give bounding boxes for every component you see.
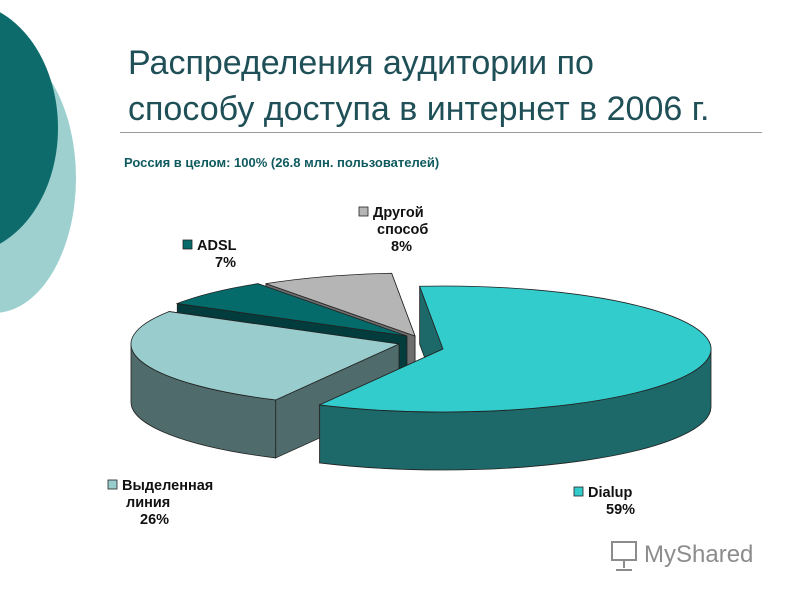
- watermark-text: MyShared: [644, 541, 753, 568]
- presentation-icon: [611, 541, 637, 571]
- slice-name: Dialup: [588, 485, 632, 501]
- pie-slice-2: [175, 283, 408, 337]
- slice-name: Другой: [373, 205, 424, 221]
- slice-percent: 26%: [140, 512, 169, 528]
- legend-key: [182, 239, 193, 250]
- pie-tops: [130, 272, 712, 413]
- slice-percent: 59%: [606, 502, 635, 518]
- title-line-1: Распределения аудитории по: [128, 44, 594, 82]
- decorative-circles: [0, 12, 76, 313]
- slice-percent: 7%: [215, 255, 236, 271]
- legend-key: [573, 486, 584, 497]
- slice-name: линия: [126, 495, 170, 511]
- chart-subtitle: Россия в целом: 100% (26.8 млн. пользова…: [124, 155, 440, 170]
- dark-circle: [0, 12, 58, 244]
- slice-name: Выделенная: [122, 478, 213, 494]
- title-line-2: способу доступа в интернет в 2006 г.: [128, 90, 710, 128]
- slice-name: ADSL: [197, 238, 237, 254]
- pie-slice-1: [130, 311, 401, 401]
- slice-name: способ: [377, 222, 428, 238]
- legend-key: [358, 206, 369, 217]
- pie-slice-3: [265, 272, 416, 337]
- slice-percent: 8%: [391, 239, 412, 255]
- title-divider: [120, 132, 762, 133]
- watermark: MyShared: [611, 541, 753, 571]
- legend-key: [107, 479, 118, 490]
- page-title: Распределения аудитории по способу досту…: [128, 40, 788, 132]
- pie-slice-0: [318, 285, 712, 413]
